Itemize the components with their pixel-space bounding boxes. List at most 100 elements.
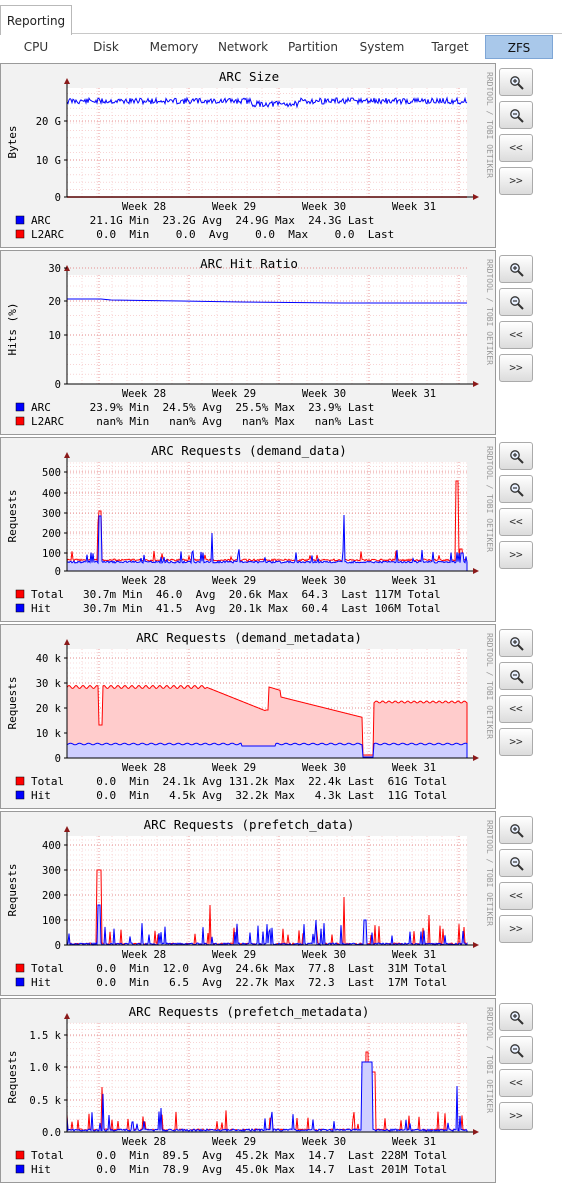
legend-values: 0.0 Min 89.5 Avg 45.2k Max 14.7 Last 228… <box>83 1149 447 1162</box>
back-button[interactable]: << <box>499 882 533 910</box>
back-button[interactable]: << <box>499 321 533 349</box>
tab-reporting[interactable]: Reporting <box>0 5 72 35</box>
zoom-out-button[interactable] <box>499 288 533 316</box>
x-tick-label: Week 30 <box>302 388 346 400</box>
y-tick-label: 0.5 k <box>29 1095 61 1107</box>
x-tick-label: Week 29 <box>212 762 256 774</box>
x-tick-label: Week 30 <box>302 762 346 774</box>
y-tick-label: 1.0 k <box>29 1062 61 1074</box>
legend-swatch <box>15 416 25 426</box>
legend-swatch <box>15 1164 25 1174</box>
y-axis-label: Bytes <box>6 125 19 158</box>
x-tick-label: Week 28 <box>122 575 166 587</box>
graph-title: ARC Size <box>219 69 279 84</box>
y-axis-label: Requests <box>6 864 19 917</box>
back-button[interactable]: << <box>499 1069 533 1097</box>
tab-target[interactable]: Target <box>431 40 469 54</box>
x-tick-label: Week 31 <box>392 1136 436 1148</box>
x-tick-label: Week 30 <box>302 1136 346 1148</box>
back-button[interactable]: << <box>499 134 533 162</box>
zoom-in-button[interactable] <box>499 816 533 844</box>
graph-canvas: ARC Requests (demand_metadata) Requests RR… <box>6 630 494 802</box>
x-tick-label: Week 31 <box>392 201 436 213</box>
legend-swatch <box>15 963 25 973</box>
legend-series-name: Hit <box>31 602 51 615</box>
y-axis-label: Requests <box>6 1051 19 1104</box>
top-bar: Reporting <box>0 0 562 35</box>
zoom-in-button[interactable] <box>499 442 533 470</box>
button-label: >> <box>509 361 523 374</box>
graph-panel: ARC Requests (demand_data) Requests RRDTOO… <box>0 437 496 622</box>
legend-series-name: Hit <box>31 1163 51 1176</box>
y-tick-label: 0 <box>55 753 61 765</box>
zoom-in-icon <box>510 824 524 838</box>
graph-panel: ARC Requests (prefetch_data) Requests RRDT… <box>0 811 496 996</box>
tab-memory[interactable]: Memory <box>149 40 199 54</box>
zoom-out-icon <box>510 857 524 871</box>
y-tick-label: 20 k <box>36 703 62 715</box>
back-button[interactable]: << <box>499 508 533 536</box>
zoom-out-button[interactable] <box>499 662 533 690</box>
forward-button[interactable]: >> <box>499 728 533 756</box>
zoom-in-button[interactable] <box>499 1003 533 1031</box>
zoom-in-button[interactable] <box>499 629 533 657</box>
legend-values: 30.7m Min 41.5 Avg 20.1k Max 60.4 Last 1… <box>83 602 441 615</box>
zoom-out-icon <box>510 483 524 497</box>
legend-series-name: Total <box>31 1149 64 1162</box>
tab-system[interactable]: System <box>359 40 405 54</box>
zoom-in-icon <box>510 450 524 464</box>
zoom-out-button[interactable] <box>499 101 533 129</box>
y-axis-label: Requests <box>6 677 19 730</box>
x-tick-label: Week 29 <box>212 575 256 587</box>
zoom-out-icon <box>510 109 524 123</box>
x-tick-label: Week 29 <box>212 949 256 961</box>
button-label: >> <box>509 922 523 935</box>
legend-values: 21.1G Min 23.2G Avg 24.9G Max 24.3G Last <box>83 214 374 227</box>
back-button[interactable]: << <box>499 695 533 723</box>
button-label: >> <box>509 735 523 748</box>
y-tick-label: 400 <box>42 840 61 852</box>
legend-values: 0.0 Min 78.9 Avg 45.0k Max 14.7 Last 201… <box>83 1163 447 1176</box>
tab-partition[interactable]: Partition <box>287 40 338 54</box>
legend-swatch <box>15 603 25 613</box>
legend-swatch <box>15 229 25 239</box>
x-tick-label: Week 29 <box>212 1136 256 1148</box>
x-tick-label: Week 29 <box>212 388 256 400</box>
forward-button[interactable]: >> <box>499 915 533 943</box>
y-axis-label: Hits (%) <box>6 303 19 356</box>
forward-button[interactable]: >> <box>499 354 533 382</box>
button-label: << <box>509 1076 523 1089</box>
tab-disk[interactable]: Disk <box>93 40 119 54</box>
legend-swatch <box>15 215 25 225</box>
zoom-out-button[interactable] <box>499 849 533 877</box>
zoom-in-button[interactable] <box>499 68 533 96</box>
y-tick-label: 20 <box>48 296 61 308</box>
forward-button[interactable]: >> <box>499 167 533 195</box>
legend-swatch <box>15 589 25 599</box>
y-tick-label: 300 <box>42 865 61 877</box>
zoom-in-button[interactable] <box>499 255 533 283</box>
forward-button[interactable]: >> <box>499 1102 533 1130</box>
zoom-out-button[interactable] <box>499 1036 533 1064</box>
y-tick-label: 0.0 <box>42 1127 61 1139</box>
button-label: << <box>509 141 523 154</box>
button-label: >> <box>509 548 523 561</box>
x-tick-label: Week 30 <box>302 575 346 587</box>
tab-network[interactable]: Network <box>217 40 269 54</box>
legend-swatch <box>15 1150 25 1160</box>
y-tick-label: 10 k <box>36 728 62 740</box>
y-tick-label: 0 <box>55 940 61 952</box>
graph-title: ARC Requests (prefetch_data) <box>144 817 355 832</box>
graph-panel: ARC Requests (prefetch_metadata) Requests… <box>0 998 496 1183</box>
zoom-out-icon <box>510 1044 524 1058</box>
tab-cpu[interactable]: CPU <box>23 40 49 54</box>
legend-values: 0.0 Min 24.1k Avg 131.2k Max 22.4k Last … <box>83 775 447 788</box>
y-tick-label: 500 <box>42 467 61 479</box>
rrdtool-watermark: RRDTOOL / TOBI OETIKER <box>485 259 494 365</box>
tab-zfs[interactable]: ZFS <box>485 35 553 59</box>
y-tick-label: 100 <box>42 548 61 560</box>
zoom-out-button[interactable] <box>499 475 533 503</box>
x-tick-label: Week 31 <box>392 388 436 400</box>
y-tick-label: 0 <box>55 192 61 204</box>
forward-button[interactable]: >> <box>499 541 533 569</box>
